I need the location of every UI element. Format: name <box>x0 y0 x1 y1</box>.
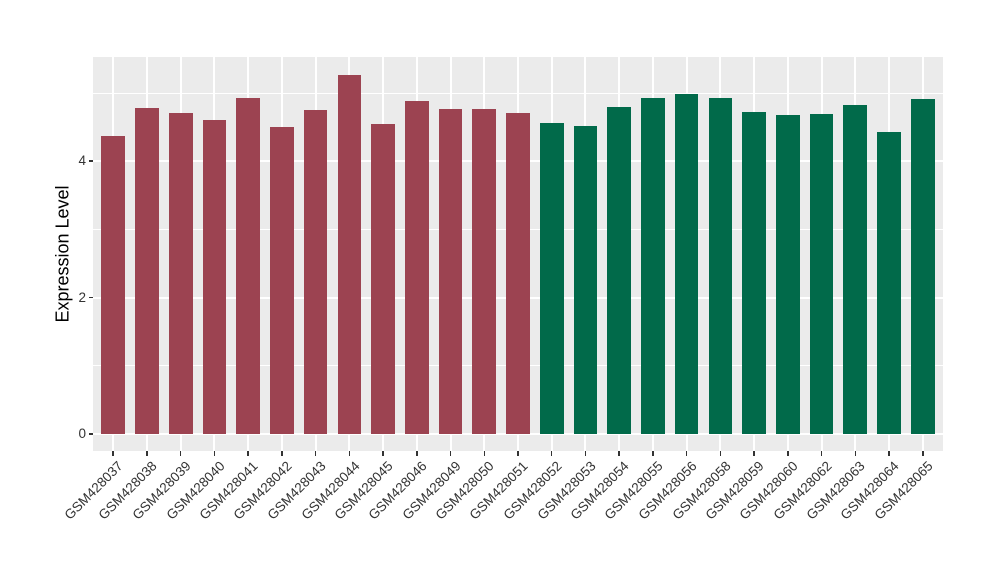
x-tick-mark <box>922 451 924 456</box>
x-tick-mark <box>618 451 620 456</box>
bar-GSM428049 <box>438 109 463 434</box>
x-tick-mark <box>281 451 283 456</box>
bar-GSM428041 <box>236 97 260 434</box>
x-tick-mark <box>854 451 857 456</box>
bar-GSM428037 <box>101 135 126 434</box>
x-tick-mark <box>550 451 553 456</box>
bar-GSM428040 <box>202 120 227 434</box>
bar-GSM428052 <box>539 123 564 434</box>
x-tick-mark <box>787 451 789 456</box>
bar-GSM428046 <box>405 101 429 434</box>
x-tick-mark <box>753 451 755 456</box>
bar-GSM428059 <box>742 112 766 434</box>
x-tick-mark <box>348 451 351 456</box>
y-tick-mark <box>88 296 93 299</box>
x-tick-mark <box>517 451 519 456</box>
bar-GSM428054 <box>607 107 631 434</box>
x-tick-mark <box>449 451 452 456</box>
bar-GSM428039 <box>168 113 193 434</box>
bar-GSM428056 <box>674 94 699 434</box>
x-tick-mark <box>112 451 114 456</box>
y-tick-mark <box>88 433 93 435</box>
y-tick-label: 4 <box>78 153 86 169</box>
x-tick-mark <box>820 451 823 456</box>
x-tick-mark <box>416 451 418 456</box>
plot-panel <box>93 57 943 451</box>
bar-GSM428044 <box>337 74 362 434</box>
bar-GSM428065 <box>910 99 935 434</box>
bar-GSM428050 <box>472 109 497 434</box>
x-tick-mark <box>483 451 486 456</box>
y-tick-mark <box>88 160 93 162</box>
bar-GSM428053 <box>573 125 598 434</box>
bar-GSM428045 <box>371 124 395 434</box>
x-tick-mark <box>314 451 317 456</box>
x-tick-mark <box>888 451 890 456</box>
y-tick-label: 0 <box>78 426 86 441</box>
x-tick-mark <box>685 451 688 456</box>
bar-GSM428058 <box>708 98 733 434</box>
x-tick-mark <box>213 451 216 456</box>
x-tick-mark <box>179 451 182 456</box>
bar-GSM428042 <box>270 127 294 434</box>
bar-GSM428043 <box>303 110 328 434</box>
x-tick-mark <box>146 451 148 456</box>
bar-GSM428038 <box>135 108 159 434</box>
bar-GSM428051 <box>506 112 530 434</box>
bar-GSM428063 <box>843 105 868 434</box>
bar-GSM428060 <box>776 114 800 434</box>
bar-GSM428055 <box>641 97 665 434</box>
x-tick-mark <box>719 451 722 456</box>
x-tick-mark <box>584 451 587 456</box>
x-tick-mark <box>247 451 249 456</box>
x-tick-mark <box>652 451 654 456</box>
x-tick-mark <box>382 451 384 456</box>
bar-GSM428064 <box>877 131 901 434</box>
y-tick-label: 2 <box>78 289 86 305</box>
bar-GSM428062 <box>809 114 834 434</box>
